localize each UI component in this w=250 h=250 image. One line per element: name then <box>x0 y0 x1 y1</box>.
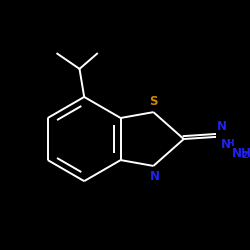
Text: 2: 2 <box>241 152 247 160</box>
Text: N: N <box>216 120 226 133</box>
Text: S: S <box>149 95 158 108</box>
Text: N: N <box>150 170 160 183</box>
Text: NH: NH <box>232 146 250 160</box>
Text: H: H <box>226 139 234 148</box>
Text: N: N <box>221 138 231 151</box>
